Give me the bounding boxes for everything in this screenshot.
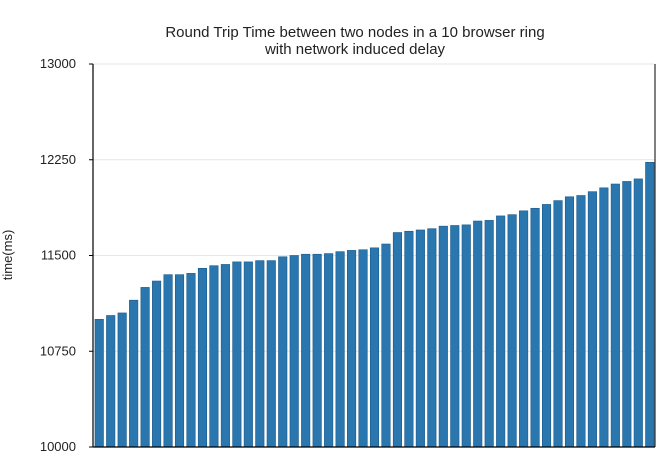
bar: [564, 196, 575, 448]
bar: [484, 220, 494, 448]
bar: [232, 261, 242, 448]
bar: [106, 315, 116, 448]
bar: [301, 253, 311, 448]
bar: [530, 207, 540, 448]
y-tick-label: 13000: [40, 56, 76, 71]
bar: [209, 265, 219, 448]
bar: [324, 253, 334, 448]
bar: [186, 273, 196, 448]
chart-subtitle: with network induced delay: [264, 41, 446, 58]
bar: [174, 274, 185, 448]
bar: [576, 195, 586, 448]
bar: [541, 204, 552, 448]
bar: [553, 200, 563, 448]
bar: [94, 319, 104, 448]
bar: [404, 230, 414, 448]
bar: [347, 250, 357, 448]
bar: [392, 232, 402, 448]
bar: [152, 280, 162, 448]
bar: [427, 228, 437, 448]
bar: [507, 214, 517, 448]
bar: [289, 255, 299, 448]
bar: [622, 181, 632, 448]
y-tick-label: 10000: [40, 439, 76, 454]
bar: [358, 249, 368, 448]
bar: [438, 225, 448, 448]
bar: [381, 243, 391, 448]
bar: [599, 187, 609, 448]
bar: [519, 210, 529, 448]
bar: [117, 312, 127, 448]
y-axis-label: time(ms): [0, 230, 15, 281]
bar: [645, 162, 655, 448]
bar: [243, 261, 253, 448]
y-ticks: 10000 10750 11500 12250 13000: [40, 56, 93, 454]
bar: [163, 274, 173, 448]
bar: [461, 224, 471, 448]
bar: [496, 215, 506, 448]
bar: [140, 287, 150, 448]
bar: [415, 229, 425, 448]
bar: [255, 260, 265, 448]
bar: [369, 247, 380, 448]
y-tick-label: 11500: [41, 248, 76, 263]
bar: [312, 253, 322, 448]
bar: [129, 299, 139, 448]
chart-title: Round Trip Time between two nodes in a 1…: [165, 24, 544, 41]
bar: [610, 183, 620, 448]
bar: [335, 251, 345, 448]
bar: [633, 178, 643, 448]
bar: [220, 264, 230, 448]
bar: [266, 260, 276, 448]
bar: [450, 225, 460, 448]
bars: [94, 162, 655, 448]
bar: [278, 256, 288, 448]
bar: [197, 267, 208, 448]
bar: [473, 220, 483, 448]
y-tick-label: 12250: [40, 152, 76, 167]
y-tick-label: 10750: [40, 343, 76, 358]
bar: [587, 191, 597, 448]
